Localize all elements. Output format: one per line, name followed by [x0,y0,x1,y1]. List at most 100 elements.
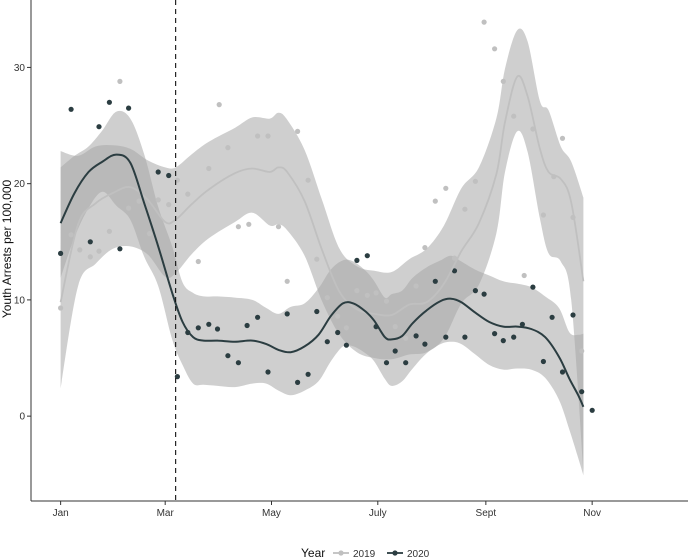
point-2020 [511,334,517,340]
point-2020 [492,331,498,337]
point-2020 [335,329,341,336]
legend-label-2020: 2020 [407,549,430,560]
point-2020 [174,374,180,380]
point-2019 [235,224,241,230]
point-2019 [383,298,390,304]
point-2019 [185,191,191,197]
point-2019 [481,19,487,25]
point-2019 [521,272,527,279]
point-2020 [244,322,250,329]
point-2020 [422,341,428,347]
point-2020 [343,342,349,348]
point-2020 [383,360,390,366]
legend-label-2019: 2019 [353,549,376,560]
point-2019 [403,335,409,341]
x-tick-label: Mar [157,508,175,519]
point-2020 [305,371,311,377]
point-2020 [195,325,201,331]
confidence-band-2020 [60,110,584,476]
point-2019 [540,212,547,218]
point-2019 [106,228,112,234]
point-2020 [265,369,271,375]
point-2020 [235,360,241,366]
point-2019 [500,78,506,84]
point-2019 [275,224,282,230]
point-2019 [246,221,252,227]
point-2019 [413,283,419,289]
point-2020 [559,369,566,375]
x-tick-label: July [369,508,387,519]
point-2019 [155,197,161,203]
fit-line-2020 [59,153,585,408]
point-2019 [354,288,360,294]
point-2020 [117,246,123,252]
point-2020 [443,334,449,340]
point-2020 [214,326,221,332]
legend: Year 2019 2020 [301,546,430,560]
point-2020 [314,308,320,315]
point-2020 [589,407,595,413]
x-axis-ticks: Jan Mar May July Sept Nov [53,501,601,519]
point-2019 [136,198,142,204]
point-2019 [305,177,311,183]
point-2019 [195,258,201,265]
point-2020 [579,389,585,395]
point-2019 [265,133,271,139]
point-2019 [472,178,478,184]
point-2020 [68,106,74,112]
point-2020 [500,338,506,344]
point-2020 [324,339,330,345]
point-2020 [432,278,438,284]
point-2019 [335,313,341,319]
point-2019 [146,231,153,237]
point-2019 [126,205,132,211]
point-2020 [155,169,161,175]
point-2019 [432,198,438,204]
point-2020 [295,379,301,385]
point-2019 [58,305,64,311]
point-2020 [87,239,93,245]
point-2020 [549,314,555,320]
point-2019 [443,185,449,191]
point-2019 [87,254,93,260]
point-2019 [324,295,330,301]
y-tick-label: 20 [14,179,26,190]
legend-title: Year [301,546,325,560]
x-tick-label: May [262,508,281,519]
point-2019 [462,206,468,212]
point-2020 [472,288,478,294]
point-2020 [403,360,409,366]
point-2019 [117,78,123,84]
y-tick-label: 10 [14,295,26,306]
point-2020 [462,334,468,340]
point-2019 [295,128,301,134]
point-2019 [373,290,379,296]
point-2020 [364,253,370,259]
point-2019 [422,245,428,251]
fit-lines [59,74,585,408]
legend-key-point-2019 [338,550,344,556]
point-2019 [206,165,212,172]
point-2019 [216,102,222,108]
point-2020 [126,105,132,111]
x-tick-label: Sept [476,508,497,519]
data-points [58,19,595,413]
point-2020 [354,257,360,263]
point-2019 [255,133,261,139]
point-2019 [451,255,458,261]
point-2019 [77,247,83,253]
point-2020 [530,284,536,290]
x-tick-label: Nov [583,508,601,519]
point-2020 [451,268,458,274]
y-tick-label: 0 [19,412,25,423]
point-2020 [225,353,231,359]
point-2019 [492,46,498,52]
point-2020 [166,172,172,179]
point-2020 [570,312,576,318]
x-tick-label: Jan [53,508,69,519]
point-2020 [255,314,261,320]
point-2020 [392,348,398,354]
point-2019 [284,278,290,284]
legend-key-point-2020 [392,550,398,556]
